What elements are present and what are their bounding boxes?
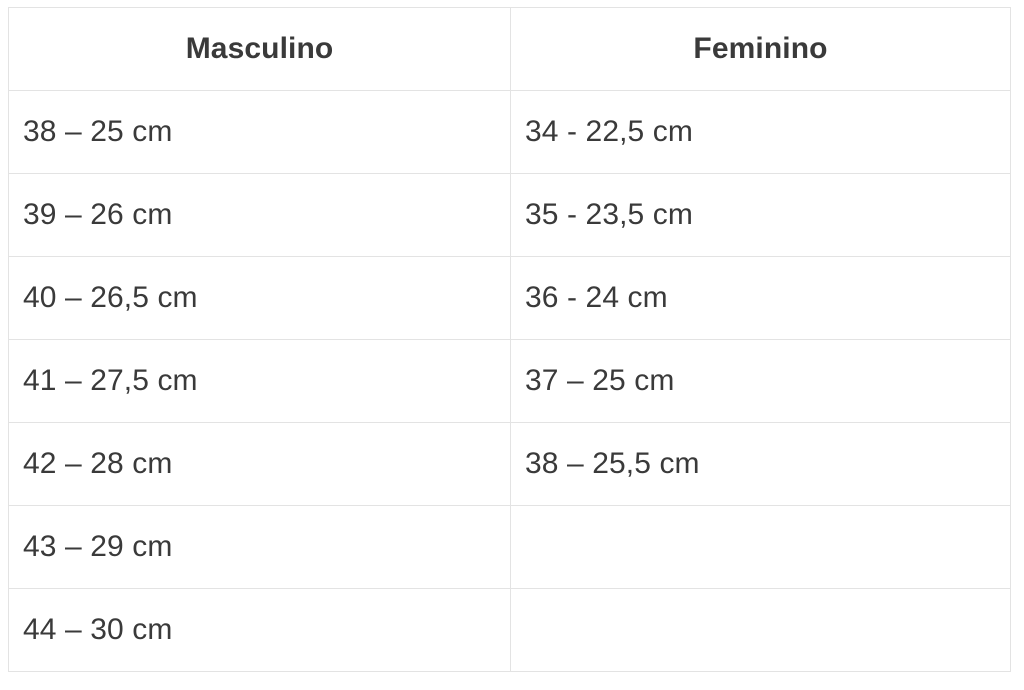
table-row: 40 – 26,5 cm 36 - 24 cm	[8, 256, 1011, 340]
shoe-size-table: Masculino Feminino 38 – 25 cm 34 - 22,5 …	[8, 7, 1011, 672]
table-row: 39 – 26 cm 35 - 23,5 cm	[8, 173, 1011, 257]
table-row: 44 – 30 cm	[8, 588, 1011, 672]
cell-feminino-empty	[511, 589, 1011, 672]
cell-feminino: 37 – 25 cm	[510, 339, 1011, 423]
cell-feminino: 34 - 22,5 cm	[510, 90, 1011, 174]
cell-masculino: 43 – 29 cm	[8, 505, 511, 589]
column-header-feminino: Feminino	[510, 7, 1011, 91]
table-body: 38 – 25 cm 34 - 22,5 cm 39 – 26 cm 35 - …	[8, 90, 1011, 672]
cell-feminino: 38 – 25,5 cm	[510, 422, 1011, 506]
cell-feminino-empty	[510, 505, 1011, 589]
table-header-row: Masculino Feminino	[8, 7, 1011, 91]
cell-masculino: 44 – 30 cm	[8, 588, 511, 672]
cell-masculino: 42 – 28 cm	[8, 422, 511, 506]
table-header: Masculino Feminino	[8, 7, 1011, 91]
table-row: 41 – 27,5 cm 37 – 25 cm	[8, 339, 1011, 423]
column-header-masculino: Masculino	[8, 7, 511, 91]
table-row: 43 – 29 cm	[8, 505, 1011, 589]
cell-masculino: 40 – 26,5 cm	[8, 256, 511, 340]
cell-feminino: 36 - 24 cm	[510, 256, 1011, 340]
table-row: 42 – 28 cm 38 – 25,5 cm	[8, 422, 1011, 506]
cell-masculino: 38 – 25 cm	[8, 90, 511, 174]
cell-feminino: 35 - 23,5 cm	[510, 173, 1011, 257]
table-row: 38 – 25 cm 34 - 22,5 cm	[8, 90, 1011, 174]
cell-masculino: 41 – 27,5 cm	[8, 339, 511, 423]
cell-masculino: 39 – 26 cm	[8, 173, 511, 257]
